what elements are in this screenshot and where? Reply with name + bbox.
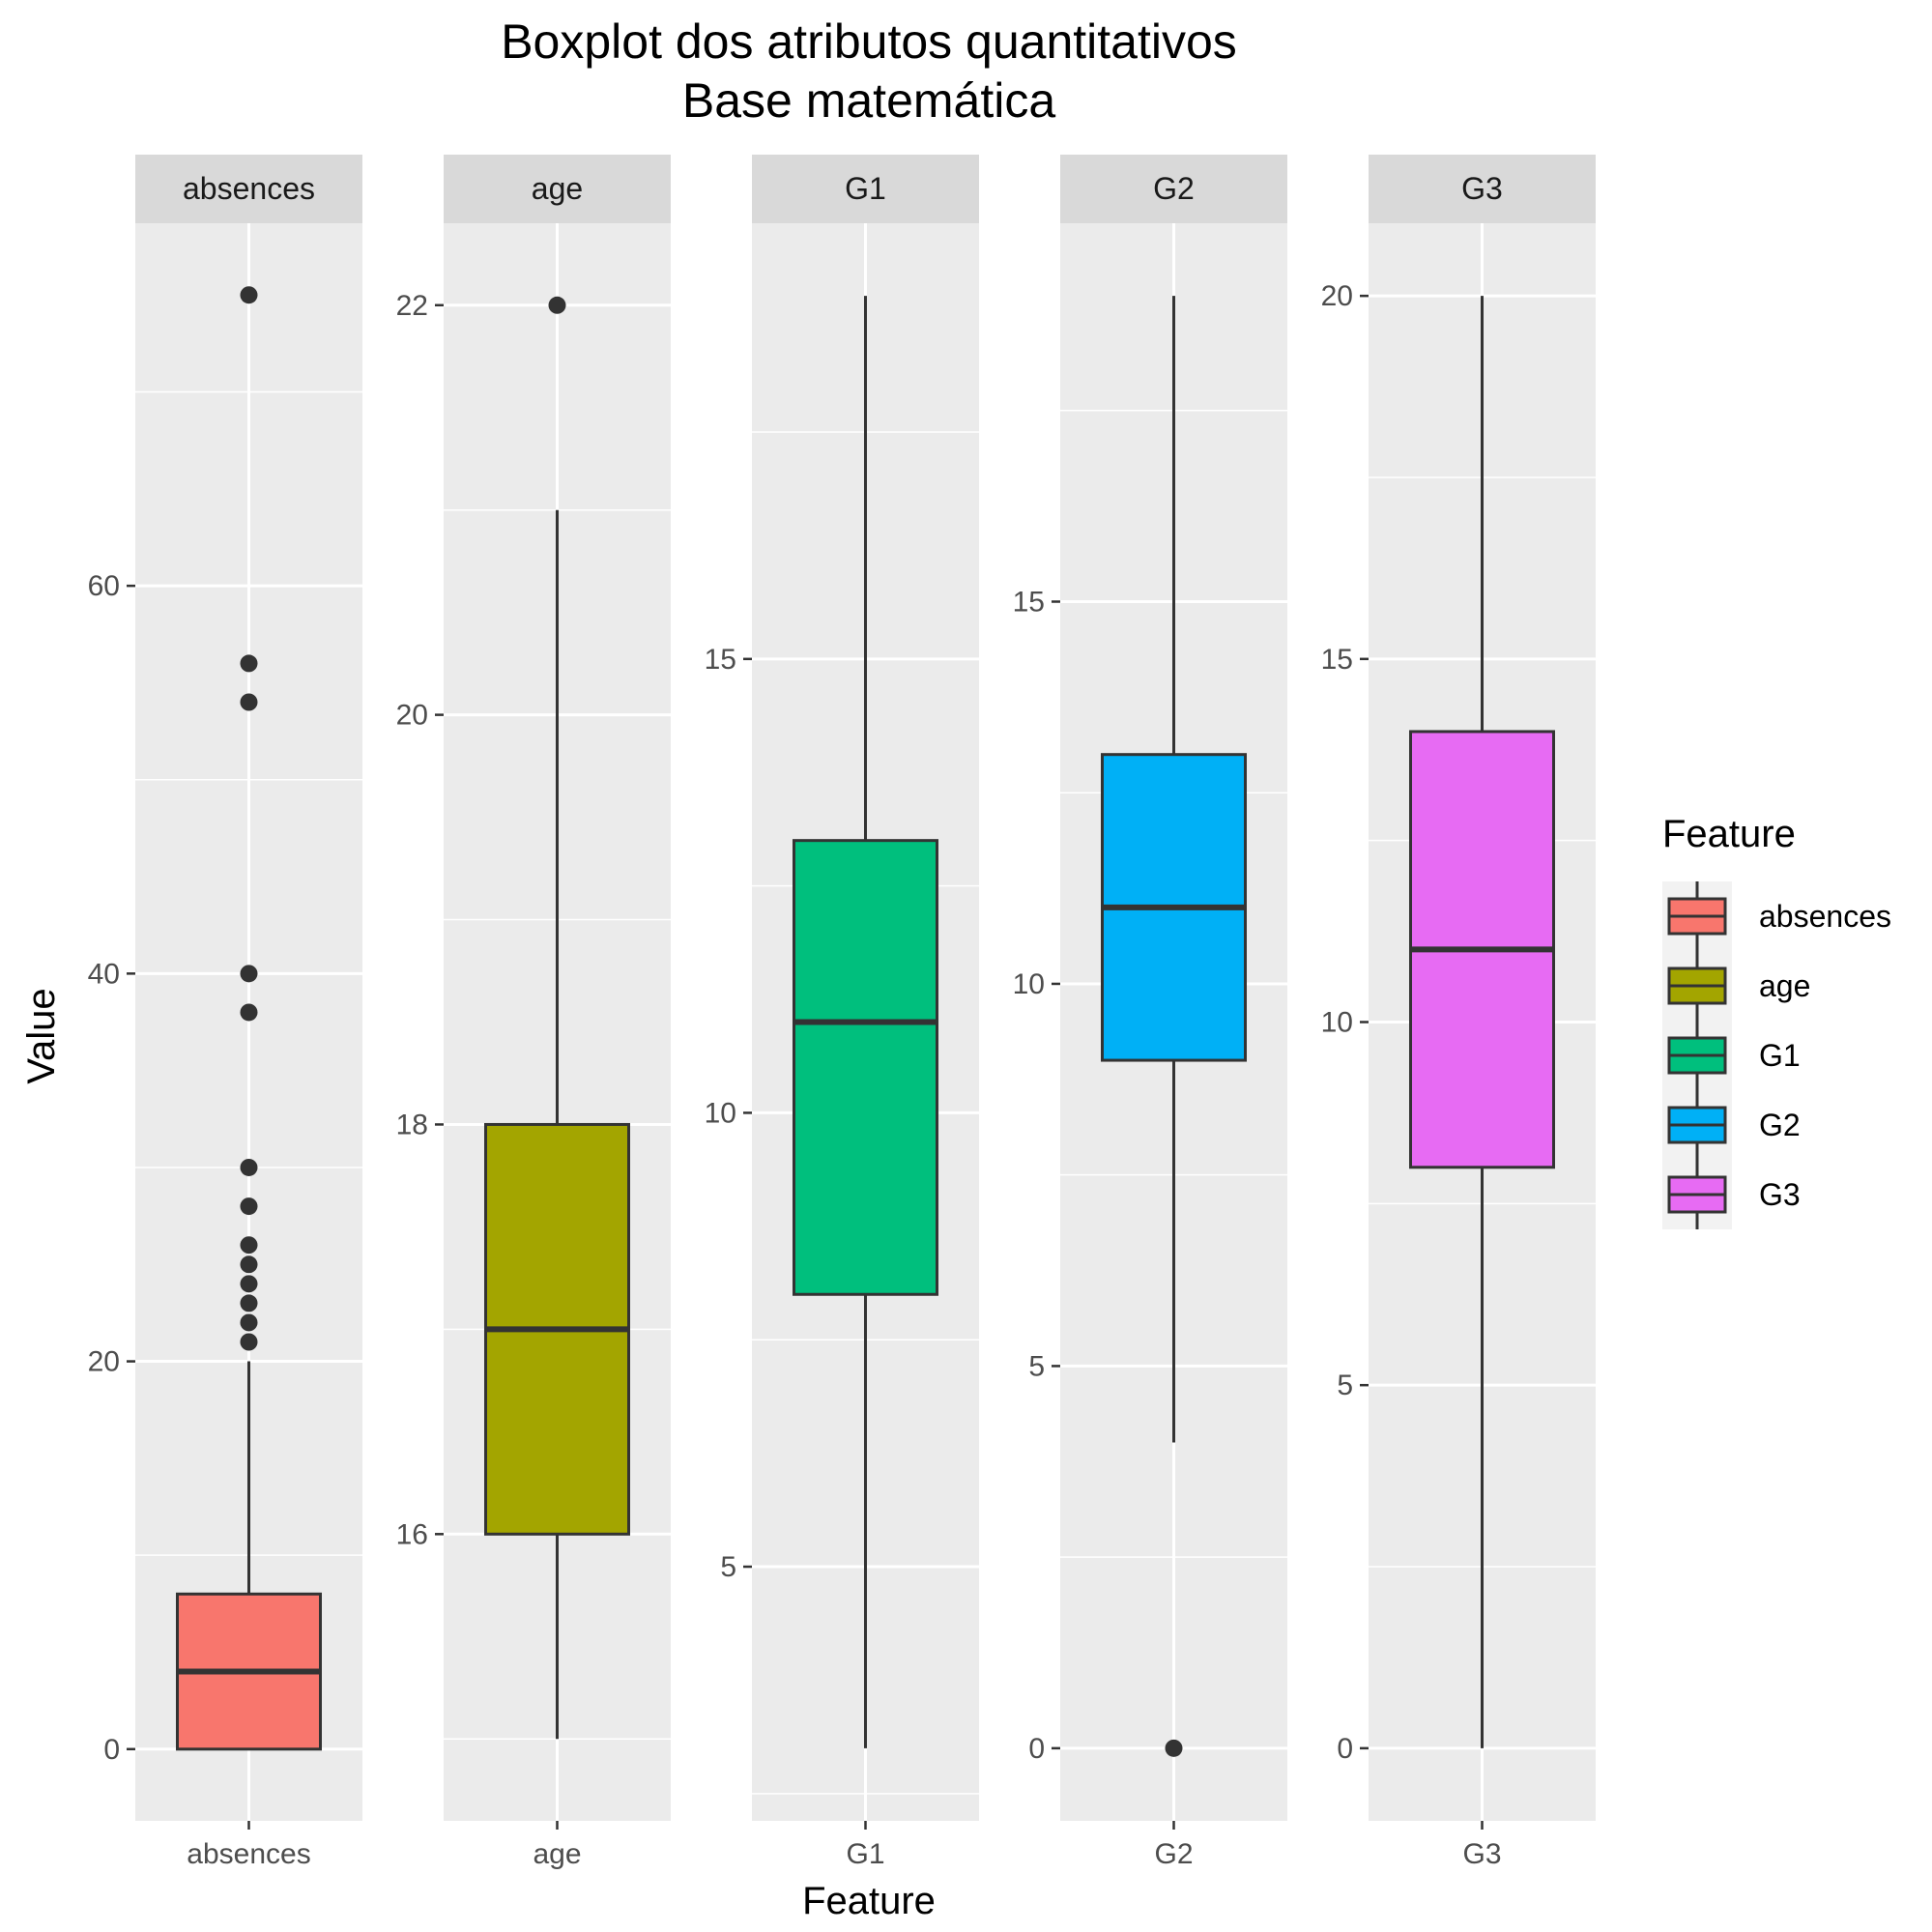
facet-strip-label: absences <box>183 171 315 206</box>
x-axis-title: Feature <box>802 1880 936 1922</box>
y-tick-label: 10 <box>1321 1007 1353 1039</box>
outlier-point <box>240 654 258 673</box>
facet-strip-label: G2 <box>1153 171 1195 206</box>
outlier-point <box>240 1275 258 1293</box>
facet-strip-label: age <box>532 171 583 206</box>
legend-item-age: age <box>1667 951 1810 1021</box>
y-tick-label: 20 <box>88 1346 120 1378</box>
outlier-point <box>240 1197 258 1216</box>
y-tick-label: 5 <box>1028 1350 1045 1382</box>
facet-strip <box>1060 155 1287 223</box>
facet-strip <box>752 155 979 223</box>
y-tick-label: 15 <box>1013 587 1045 619</box>
legend-label: absences <box>1759 899 1891 934</box>
legend-label: G1 <box>1759 1038 1801 1073</box>
y-tick-label: 0 <box>1337 1733 1353 1765</box>
legend-item-G3: G3 <box>1667 1160 1801 1229</box>
outlier-point <box>240 1236 258 1254</box>
outlier-point <box>240 1294 258 1312</box>
outlier-point <box>548 296 566 314</box>
facet-strip <box>444 155 671 223</box>
facet-panel-age: age 16 18 20 22 age <box>396 155 671 1870</box>
outlier-point <box>240 1313 258 1332</box>
chart-title-line-2: Base matemática <box>682 73 1055 128</box>
legend-item-G1: G1 <box>1667 1021 1801 1090</box>
outlier-point <box>240 693 258 711</box>
y-tick-label: 15 <box>705 644 736 676</box>
facet-strip <box>135 155 362 223</box>
legend-title: Feature <box>1662 813 1796 855</box>
y-tick-label: 5 <box>720 1551 736 1583</box>
outlier-point <box>240 1333 258 1351</box>
y-tick-label: 10 <box>705 1097 736 1129</box>
y-tick-label: 0 <box>103 1734 120 1766</box>
outlier-point <box>1165 1739 1183 1757</box>
x-tick-label: G2 <box>1154 1838 1193 1870</box>
x-tick-label: absences <box>187 1838 310 1870</box>
legend-label: G3 <box>1759 1177 1801 1212</box>
facet-panel-G1: G1 5 10 15 G1 <box>705 155 979 1870</box>
y-tick-label: 60 <box>88 570 120 602</box>
facet-panel-absences: absences 0 20 40 60 absences <box>88 155 362 1870</box>
outlier-point <box>240 286 258 304</box>
facet-strip <box>1369 155 1596 223</box>
y-tick-label: 16 <box>396 1518 428 1550</box>
outlier-point <box>240 1255 258 1274</box>
outlier-point <box>240 1158 258 1176</box>
y-tick-label: 0 <box>1028 1733 1045 1765</box>
iqr-box <box>793 839 938 1296</box>
x-tick-label: G1 <box>846 1838 884 1870</box>
legend: Feature absences age G1 G2 G3 <box>1662 813 1891 1229</box>
y-tick-label: 18 <box>396 1109 428 1140</box>
legend-item-absences: absences <box>1667 881 1891 951</box>
facet-strip-label: G1 <box>845 171 886 206</box>
y-tick-label: 20 <box>396 700 428 732</box>
facet-panels: absences 0 20 40 60 absences age 16 18 20 22 age G1 5… <box>88 155 1596 1870</box>
y-tick-label: 10 <box>1013 968 1045 1000</box>
y-tick-label: 5 <box>1337 1370 1353 1401</box>
facet-strip-label: G3 <box>1461 171 1503 206</box>
legend-label: G2 <box>1759 1108 1801 1142</box>
y-tick-label: 22 <box>396 290 428 322</box>
y-tick-label: 40 <box>88 958 120 990</box>
chart-title-line-1: Boxplot dos atributos quantitativos <box>501 14 1237 69</box>
outlier-point <box>240 1003 258 1022</box>
legend-label: age <box>1759 968 1810 1003</box>
y-tick-label: 20 <box>1321 280 1353 312</box>
y-tick-label: 15 <box>1321 644 1353 676</box>
x-tick-label: G3 <box>1462 1838 1501 1870</box>
legend-item-G2: G2 <box>1667 1090 1801 1160</box>
y-axis-title: Value <box>20 988 63 1083</box>
facet-panel-G2: G2 0 5 10 15 G2 <box>1013 155 1287 1870</box>
x-tick-label: age <box>533 1838 581 1870</box>
facet-panel-G3: G3 0 5 10 15 20 G3 <box>1321 155 1596 1870</box>
outlier-point <box>240 965 258 983</box>
